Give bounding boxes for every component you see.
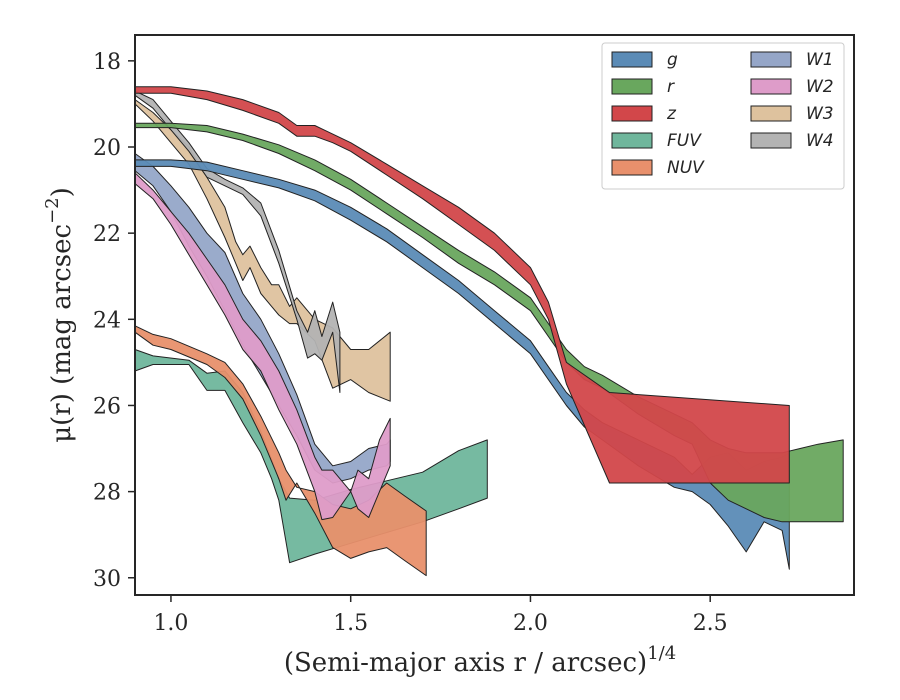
legend-swatch-z	[611, 105, 653, 122]
legend-swatch-w1	[750, 51, 792, 68]
legend-items: grz FUV NUV W1 W2 W3 W4	[611, 50, 834, 178]
legend-label-nuv: NUV	[667, 158, 705, 178]
y-axis-title-tail: )	[47, 187, 77, 197]
legend-label-fuv: FUV	[667, 131, 702, 151]
legend-swatch-w3	[750, 105, 792, 122]
series-band-w4	[134, 90, 341, 393]
series-band-nuv	[134, 325, 427, 577]
legend: grz FUV NUV W1 W2 W3 W4	[601, 42, 845, 190]
ticks-layer: 1.0 1.5 2.0 2.5 18 20 22 24 26 28 30	[93, 50, 728, 636]
legend-label-r: r	[667, 77, 675, 97]
y-axis-title-superscript: −2	[42, 197, 63, 224]
legend-swatch-g	[611, 51, 653, 68]
legend-label-z: z	[666, 104, 677, 124]
legend-swatch-fuv	[611, 132, 653, 149]
x-axis-title-superscript: 1/4	[647, 643, 676, 664]
y-axis-title: μ(r) (mag arcsec−2)	[42, 187, 77, 443]
legend-label-g: g	[667, 50, 678, 70]
y-tick-label: 28	[93, 481, 121, 506]
x-axis-title: (Semi-major axis r / arcsec)1/4	[284, 643, 676, 678]
axes-frame	[134, 34, 855, 596]
x-axis-title-main: (Semi-major axis r / arcsec)	[284, 648, 647, 678]
y-axis-title-main: μ(r) (mag arcsec	[47, 224, 77, 443]
series-layer	[134, 86, 844, 577]
y-tick-label: 20	[93, 136, 121, 161]
legend-label-w4: W4	[806, 131, 834, 151]
legend-swatch-nuv	[611, 159, 653, 176]
x-tick-label: 1.5	[333, 611, 368, 636]
series-band-z	[134, 86, 790, 484]
y-tick-label: 30	[93, 567, 121, 592]
y-tick-label: 24	[93, 308, 121, 333]
y-tick-label: 22	[93, 222, 121, 247]
legend-label-w2: W2	[806, 77, 834, 97]
legend-swatch-r	[611, 78, 653, 95]
x-tick-label: 2.5	[693, 611, 728, 636]
legend-swatch-w4	[750, 132, 792, 149]
y-tick-label: 26	[93, 394, 121, 419]
legend-label-w1: W1	[806, 50, 834, 70]
x-tick-label: 2.0	[513, 611, 548, 636]
x-tick-label: 1.0	[153, 611, 188, 636]
legend-swatch-w2	[750, 78, 792, 95]
legend-label-w3: W3	[806, 104, 834, 124]
series-band-w2	[134, 172, 391, 521]
y-tick-label: 18	[93, 50, 121, 75]
series-band-g	[134, 159, 790, 570]
